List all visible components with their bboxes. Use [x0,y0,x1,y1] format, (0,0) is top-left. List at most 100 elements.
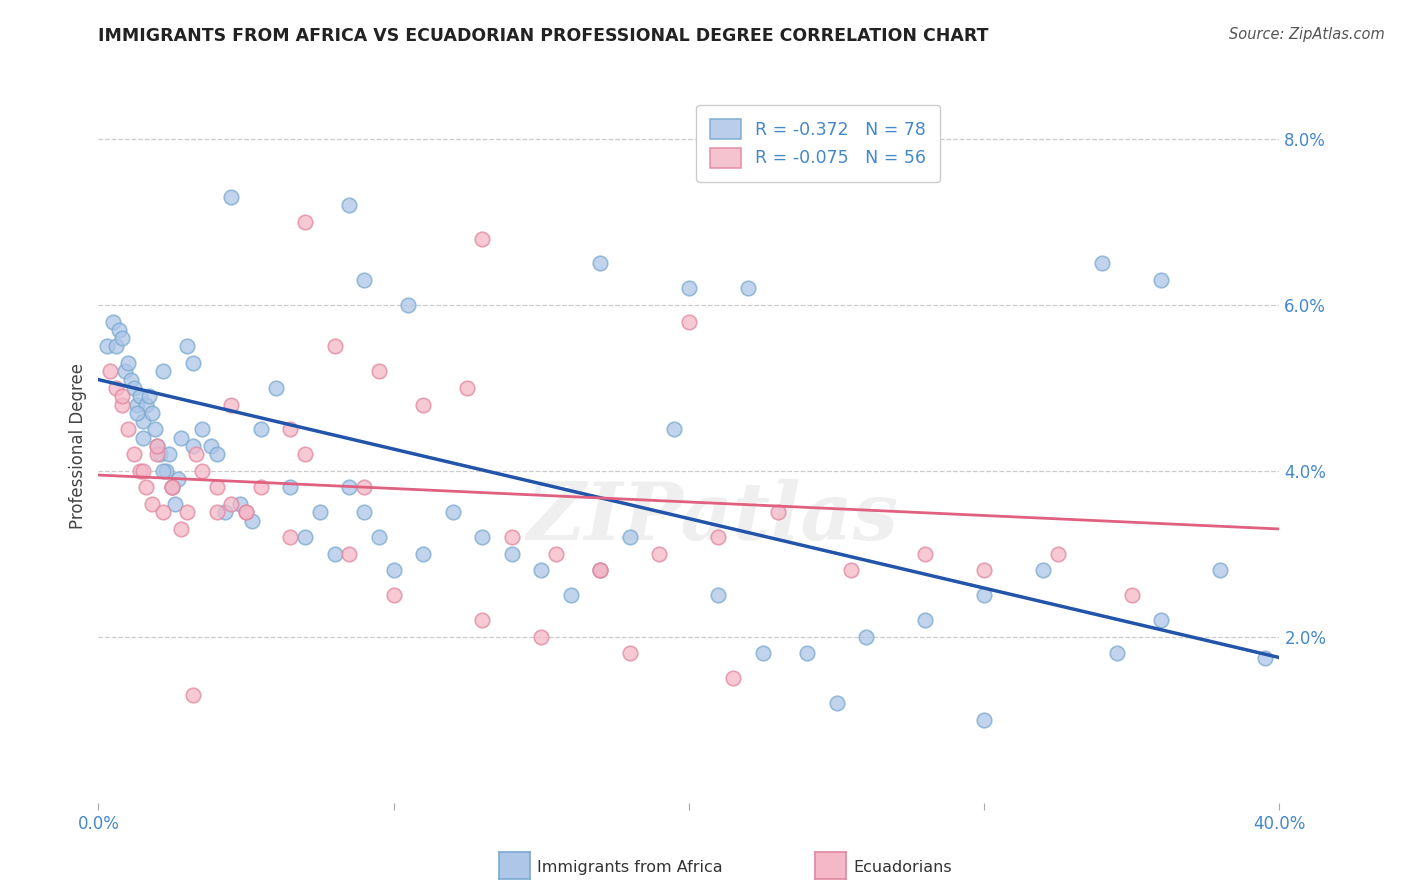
Point [973,588,995,602]
Point [152,364,174,378]
Text: Source: ZipAtlas.com: Source: ZipAtlas.com [1229,27,1385,42]
Point [914,547,936,561]
Point [278,422,302,436]
Point [560,588,582,602]
Legend: R = -0.372   N = 78, R = -0.075   N = 56: R = -0.372 N = 78, R = -0.075 N = 56 [696,105,941,182]
Point [105,381,128,395]
Point [973,564,995,578]
Point [146,439,169,453]
Point [135,397,157,411]
Point [368,530,391,544]
Point [191,464,214,478]
Point [339,198,360,212]
Point [1150,613,1173,627]
Point [176,505,198,519]
Point [152,464,174,478]
Point [96,339,118,353]
Point [235,505,257,519]
Point [1105,647,1128,661]
Point [1121,588,1143,602]
Point [530,630,553,644]
Point [170,522,193,536]
Point [264,381,287,395]
Point [278,530,302,544]
Point [191,422,214,436]
Point [125,397,148,411]
Point [117,356,139,370]
Text: Ecuadorians: Ecuadorians [853,860,952,874]
Point [546,547,568,561]
Point [664,422,686,436]
Point [114,364,136,378]
Point [382,564,405,578]
Point [162,481,183,495]
Point [278,481,302,495]
Point [530,564,553,578]
Point [382,588,405,602]
Point [412,397,434,411]
Point [176,339,198,353]
Point [122,447,145,461]
Point [146,447,169,461]
Point [135,481,157,495]
Point [138,389,160,403]
Point [294,530,316,544]
Point [149,447,172,461]
Point [589,256,612,270]
Point [412,547,434,561]
Text: IMMIGRANTS FROM AFRICA VS ECUADORIAN PROFESSIONAL DEGREE CORRELATION CHART: IMMIGRANTS FROM AFRICA VS ECUADORIAN PRO… [98,27,988,45]
Point [157,447,180,461]
Y-axis label: Professional Degree: Professional Degree [69,363,87,529]
Point [648,547,671,561]
Point [841,564,863,578]
Point [205,505,228,519]
Point [456,381,478,395]
Point [111,331,134,345]
Point [221,397,243,411]
Point [707,530,730,544]
Point [122,381,145,395]
Point [501,530,523,544]
Text: ZIPatlas: ZIPatlas [526,479,898,556]
Point [162,481,183,495]
Point [796,647,818,661]
Point [678,281,700,295]
Point [309,505,332,519]
Point [294,215,316,229]
Point [167,472,190,486]
Point [973,713,995,727]
Point [589,564,612,578]
Point [589,564,612,578]
Point [250,422,273,436]
Text: Immigrants from Africa: Immigrants from Africa [537,860,723,874]
Point [339,547,360,561]
Point [181,356,204,370]
Point [181,688,204,702]
Point [221,497,243,511]
Point [1254,650,1277,665]
Point [1209,564,1232,578]
Point [914,613,936,627]
Point [128,464,150,478]
Point [214,505,236,519]
Point [162,481,183,495]
Point [132,431,155,445]
Point [200,439,222,453]
Point [132,414,155,428]
Point [294,447,316,461]
Point [751,647,773,661]
Point [120,373,142,387]
Point [105,339,128,353]
Point [170,431,193,445]
Point [184,447,207,461]
Point [98,364,121,378]
Point [141,406,163,420]
Point [103,314,125,328]
Point [1046,547,1069,561]
Point [353,481,375,495]
Point [229,497,252,511]
Point [235,505,257,519]
Point [221,190,243,204]
Point [111,397,134,411]
Point [128,389,150,403]
